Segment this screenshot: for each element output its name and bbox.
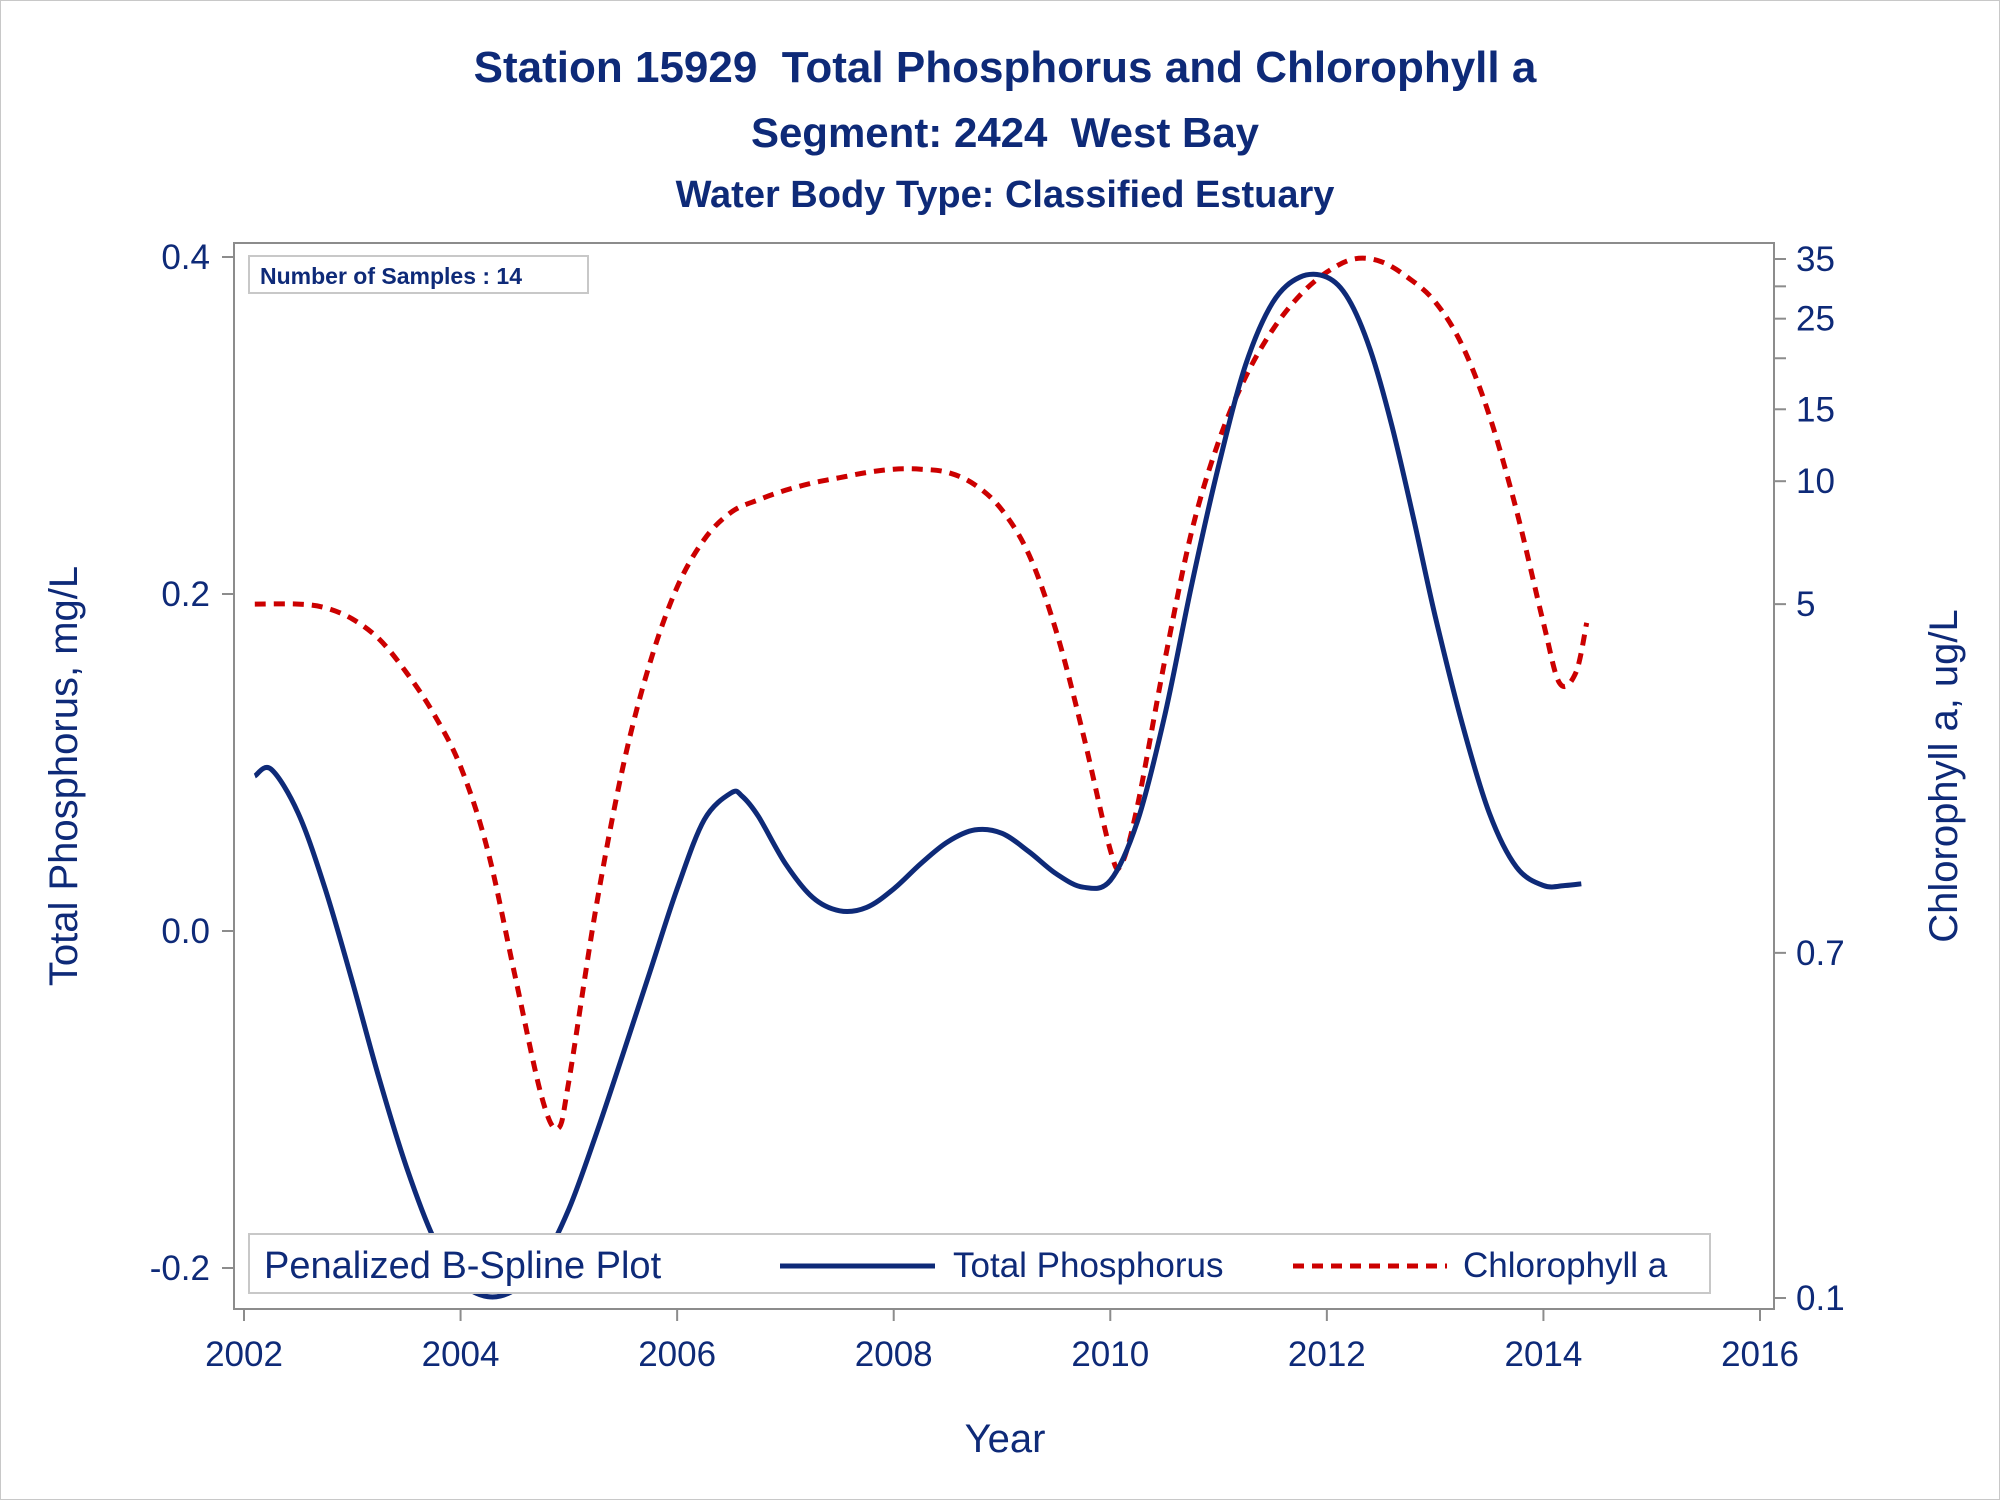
chart-subtitle: Segment: 2424 West Bay [751, 109, 1260, 156]
legend-title: Penalized B-Spline Plot [264, 1245, 662, 1287]
y-tick-label: 0.4 [161, 238, 210, 277]
legend-box [248, 1233, 1711, 1294]
series-layer [253, 255, 1590, 1300]
ticks-layer: 2002 2004 2006 2008 2010 2012 2014 2016 -0.2 0.0 0… [150, 238, 1845, 1374]
x-tick-label: 2002 [205, 1335, 283, 1374]
x-tick-label: 2016 [1721, 1335, 1799, 1374]
y2-axis-label: Chlorophyll a, ug/L [1922, 609, 1966, 943]
plot-area [233, 242, 1775, 1310]
x-tick-label: 2014 [1504, 1335, 1582, 1374]
annotation-box: Number of Samples : 14 [248, 255, 589, 294]
y2-tick-label: 0.7 [1796, 934, 1845, 973]
x-axis-label: Year [965, 1417, 1046, 1461]
legend-label-total-phosphorus: Total Phosphorus [953, 1246, 1223, 1285]
chart-subtitle-2: Water Body Type: Classified Estuary [676, 174, 1335, 216]
x-tick-label: 2012 [1288, 1335, 1366, 1374]
y-tick-label: 0.2 [161, 575, 210, 614]
x-tick-label: 2010 [1071, 1335, 1149, 1374]
annotation-text: Number of Samples : 14 [260, 263, 522, 289]
x-tick-label: 2008 [855, 1335, 933, 1374]
x-tick-label: 2004 [422, 1335, 500, 1374]
y2-tick-label: 35 [1796, 240, 1835, 279]
series-line-chlorophyll-a [254, 255, 1590, 1132]
legend-label-chlorophyll-a: Chlorophyll a [1463, 1246, 1668, 1285]
y2-tick-label: 25 [1796, 300, 1835, 339]
legend: Penalized B-Spline Plot Total Phosphorus… [248, 1233, 1711, 1294]
y-tick-label: 0.0 [161, 912, 210, 951]
chart-title: Station 15929 Total Phosphorus and Chlor… [474, 43, 1537, 92]
y2-tick-label: 5 [1796, 585, 1815, 624]
y2-tick-label: 15 [1796, 390, 1835, 429]
y-axis-label: Total Phosphorus, mg/L [42, 566, 86, 986]
y2-tick-label: 0.1 [1796, 1279, 1845, 1318]
y-tick-label: -0.2 [150, 1249, 210, 1288]
x-tick-label: 2006 [638, 1335, 716, 1374]
series-line-total-phosphorus [253, 271, 1582, 1300]
y2-tick-label: 10 [1796, 462, 1835, 501]
